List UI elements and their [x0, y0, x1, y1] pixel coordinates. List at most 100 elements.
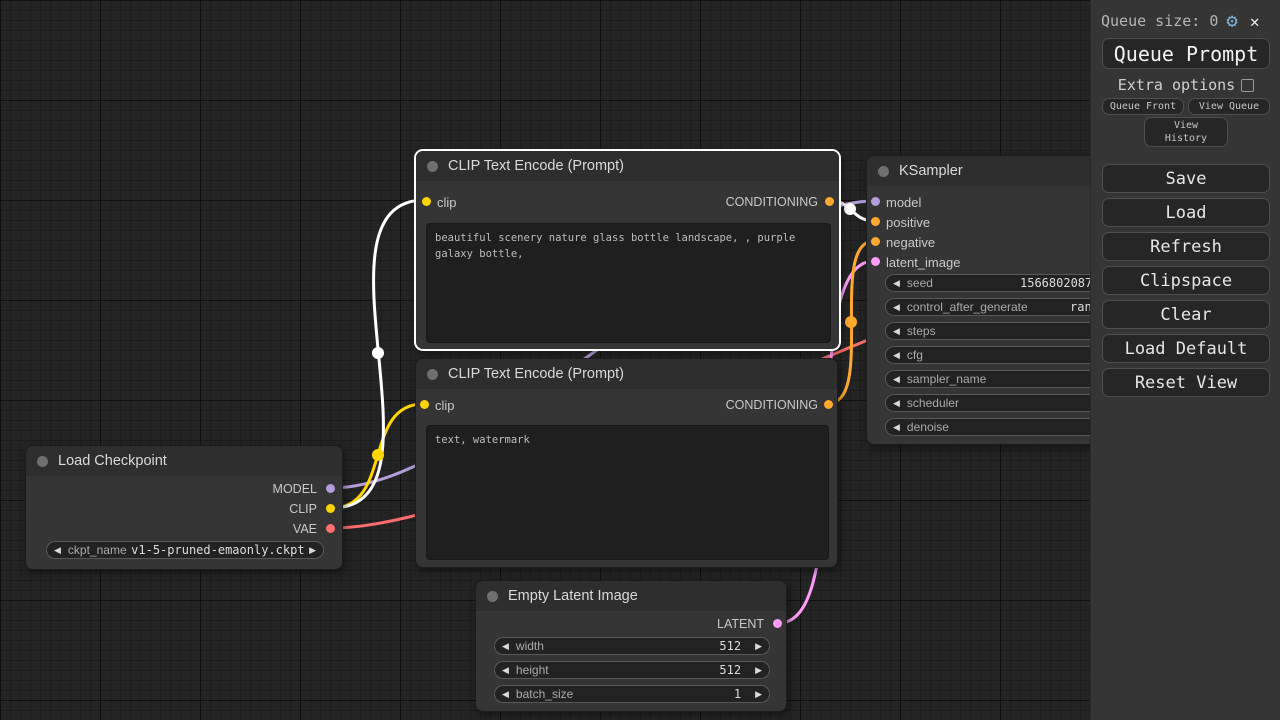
height-widget[interactable]: ◀ height 512 ▶ — [494, 661, 770, 679]
wire-clip-to-positive-encoder-selected — [330, 198, 427, 510]
input-slot-clip[interactable] — [422, 197, 431, 206]
output-slot-label-vae: VAE — [292, 522, 317, 536]
decrement-arrow-icon[interactable]: ◀ — [893, 301, 900, 312]
queue-size-label: Queue size: 0 — [1101, 12, 1219, 30]
decrement-arrow-icon[interactable]: ◀ — [893, 349, 900, 360]
node-title-bar[interactable]: CLIP Text Encode (Prompt) — [416, 151, 839, 181]
close-icon[interactable]: ✕ — [1249, 11, 1260, 31]
node-title: CLIP Text Encode (Prompt) — [448, 366, 624, 382]
output-slot-clip[interactable] — [326, 504, 335, 513]
output-slot-conditioning[interactable] — [825, 197, 834, 206]
output-slot-label-model: MODEL — [272, 482, 317, 496]
settings-gear-icon[interactable]: ⚙ — [1226, 9, 1238, 32]
link-midpoint-dot — [372, 347, 384, 359]
increment-arrow-icon[interactable]: ▶ — [755, 664, 762, 675]
view-history-button[interactable]: View History — [1144, 117, 1228, 147]
increment-arrow-icon[interactable]: ▶ — [755, 688, 762, 699]
clear-button[interactable]: Clear — [1102, 300, 1270, 329]
decrement-arrow-icon[interactable]: ◀ — [502, 688, 509, 699]
input-slot-model[interactable] — [871, 197, 880, 206]
node-title-bar[interactable]: Empty Latent Image — [476, 581, 786, 611]
input-slot-label: negative — [886, 235, 936, 250]
widget-label: denoise — [906, 420, 949, 434]
collapse-dot-icon[interactable] — [878, 165, 889, 177]
widget-value: 1 — [733, 687, 742, 701]
output-slot-label-latent: LATENT — [717, 617, 764, 631]
widget-label: sampler_name — [906, 372, 987, 386]
node-empty-latent-image[interactable]: Empty Latent Image LATENT ◀ width 512 ▶ … — [475, 580, 787, 712]
output-slot-latent[interactable] — [773, 619, 782, 628]
increment-arrow-icon[interactable]: ▶ — [309, 544, 316, 555]
save-button[interactable]: Save — [1102, 164, 1270, 193]
increment-arrow-icon[interactable]: ▶ — [755, 640, 762, 651]
input-slot-label: latent_image — [886, 255, 961, 270]
clipspace-button[interactable]: Clipspace — [1102, 266, 1270, 295]
widget-value: 15668020871 — [1020, 276, 1100, 290]
decrement-arrow-icon[interactable]: ◀ — [893, 325, 900, 336]
input-slot-latent-image[interactable] — [871, 257, 880, 266]
input-slot-label: model — [886, 195, 922, 210]
widget-value: 512 — [719, 639, 742, 653]
output-slot-vae[interactable] — [326, 524, 335, 533]
refresh-button[interactable]: Refresh — [1102, 232, 1270, 261]
output-slot-conditioning[interactable] — [824, 400, 833, 409]
queue-prompt-button[interactable]: Queue Prompt — [1102, 38, 1270, 69]
node-clip-text-encode-positive[interactable]: CLIP Text Encode (Prompt) clip CONDITION… — [415, 150, 840, 350]
reset-view-button[interactable]: Reset View — [1102, 368, 1270, 397]
node-title: Empty Latent Image — [508, 588, 638, 604]
node-title-bar[interactable]: CLIP Text Encode (Prompt) — [416, 359, 837, 389]
queue-front-button[interactable]: Queue Front — [1102, 98, 1184, 115]
extra-options-checkbox[interactable] — [1241, 78, 1255, 92]
node-title: KSampler — [899, 163, 963, 179]
output-slot-model[interactable] — [326, 484, 335, 493]
decrement-arrow-icon[interactable]: ◀ — [893, 421, 900, 432]
collapse-dot-icon[interactable] — [427, 160, 438, 172]
widget-label: width — [515, 639, 544, 653]
load-button[interactable]: Load — [1102, 198, 1270, 227]
decrement-arrow-icon[interactable]: ◀ — [893, 277, 900, 288]
view-queue-button[interactable]: View Queue — [1188, 98, 1270, 115]
widget-value: v1-5-pruned-emaonly.ckpt — [131, 543, 305, 557]
widget-label: cfg — [906, 348, 923, 362]
link-midpoint-dot — [372, 449, 384, 461]
collapse-dot-icon[interactable] — [487, 590, 498, 602]
width-widget[interactable]: ◀ width 512 ▶ — [494, 637, 770, 655]
decrement-arrow-icon[interactable]: ◀ — [893, 397, 900, 408]
decrement-arrow-icon[interactable]: ◀ — [893, 373, 900, 384]
input-slot-label: clip — [437, 195, 457, 210]
widget-label: batch_size — [515, 687, 574, 701]
widget-label: height — [515, 663, 549, 677]
extra-options-label: Extra options — [1117, 76, 1236, 94]
widget-value: 512 — [719, 663, 742, 677]
decrement-arrow-icon[interactable]: ◀ — [54, 544, 61, 555]
link-midpoint-dot — [845, 316, 857, 328]
input-slot-label: clip — [435, 398, 455, 413]
prompt-textarea[interactable]: beautiful scenery nature glass bottle la… — [426, 223, 831, 343]
wire-clip-to-negative-encoder — [330, 402, 425, 510]
widget-label: ckpt_name — [67, 543, 127, 557]
node-title-bar[interactable]: Load Checkpoint — [26, 446, 342, 476]
main-menu-panel: Queue size: 0 ⚙ ✕ Queue Prompt Extra opt… — [1090, 0, 1280, 720]
load-default-button[interactable]: Load Default — [1102, 334, 1270, 363]
node-clip-text-encode-negative[interactable]: CLIP Text Encode (Prompt) clip CONDITION… — [415, 358, 838, 568]
output-slot-label: CONDITIONING — [725, 398, 818, 412]
decrement-arrow-icon[interactable]: ◀ — [502, 664, 509, 675]
collapse-dot-icon[interactable] — [427, 368, 438, 380]
widget-label: seed — [906, 276, 933, 290]
link-midpoint-dot — [844, 203, 856, 215]
decrement-arrow-icon[interactable]: ◀ — [502, 640, 509, 651]
input-slot-clip[interactable] — [420, 400, 429, 409]
ckpt-name-widget[interactable]: ◀ ckpt_name v1-5-pruned-emaonly.ckpt ▶ — [46, 541, 324, 559]
widget-label: scheduler — [906, 396, 959, 410]
batch-size-widget[interactable]: ◀ batch_size 1 ▶ — [494, 685, 770, 703]
widget-label: steps — [906, 324, 936, 338]
input-slot-negative[interactable] — [871, 237, 880, 246]
node-load-checkpoint[interactable]: Load Checkpoint MODEL CLIP VAE ◀ ckpt_na… — [25, 445, 343, 570]
input-slot-positive[interactable] — [871, 217, 880, 226]
node-title: CLIP Text Encode (Prompt) — [448, 158, 624, 174]
collapse-dot-icon[interactable] — [37, 455, 48, 467]
prompt-textarea[interactable]: text, watermark — [426, 425, 829, 560]
input-slot-label: positive — [886, 215, 931, 230]
output-slot-label: CONDITIONING — [725, 195, 818, 209]
